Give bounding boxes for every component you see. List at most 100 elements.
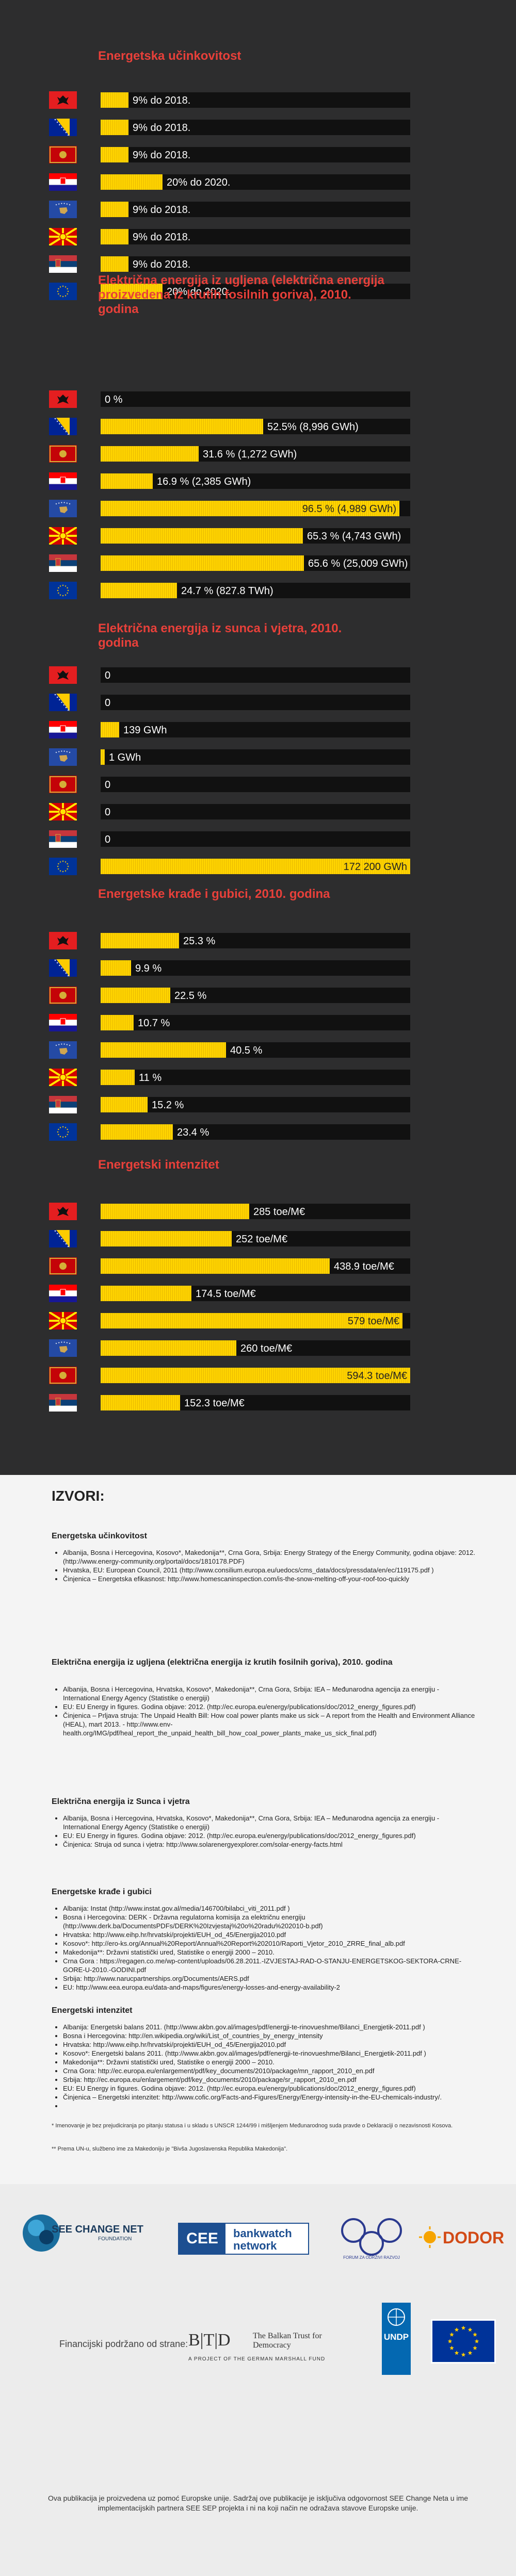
source-group-title: Električna energija iz Sunca i vjetra: [52, 1797, 190, 1806]
bar-fill: [101, 284, 163, 299]
source-list: Albanija, Bosna i Hercegovina, Hrvatska,…: [52, 1814, 476, 1849]
funded-by-label: Financijski podržano od strane:: [59, 2339, 188, 2349]
bar-track: 9% do 2018.: [101, 202, 410, 217]
croatia-flag-icon: [49, 1014, 77, 1031]
bar-track: 438.9 toe/M€: [101, 1258, 410, 1274]
source-item: Albanija: Instat (http://www.instat.gov.…: [63, 1904, 476, 1913]
undp-letters: UNDP: [383, 2332, 409, 2342]
bar-fill: [101, 1042, 226, 1058]
bar-fill: [101, 147, 128, 162]
kosovo-flag-icon: [49, 748, 77, 766]
macedonia-flag-icon: [48, 1311, 78, 1331]
section-title: Energetska učinkovitost: [98, 49, 241, 63]
eu-flag-icon: [49, 858, 77, 875]
kosovo-flag-icon: [49, 201, 77, 218]
bar-row: 40.5 %: [49, 1040, 421, 1060]
bar-track: 579 toe/M€: [101, 1313, 410, 1328]
serbia-flag-icon: [49, 1394, 77, 1412]
bar-row: 9% do 2018.: [49, 254, 421, 274]
un-emblem-icon: [388, 2308, 405, 2326]
serbia-flag-icon: [49, 830, 77, 848]
bar-track: 252 toe/M€: [101, 1231, 410, 1246]
bar-fill: [101, 1395, 180, 1410]
albania-flag-icon: [49, 666, 77, 684]
partner-logos: SEE CHANGE NET FOUNDATION CEE bankwatch …: [0, 2184, 516, 2576]
section-title: Električna energija iz sunca i vjetra, 2…: [98, 621, 342, 650]
source-item: Albanija, Bosna i Hercegovina, Hrvatska,…: [63, 1814, 476, 1831]
bar-fill: [101, 229, 128, 244]
bar-fill: [101, 1231, 232, 1246]
bar-label: 0: [105, 779, 111, 791]
bar-label: 579 toe/M€: [347, 1316, 399, 1327]
bar-track: 0: [101, 667, 410, 683]
bar-fill: [101, 92, 128, 108]
source-item: Crna Gora: http://ec.europa.eu/enlargeme…: [63, 2066, 476, 2075]
bar-track: 0: [101, 831, 410, 847]
bar-track: 96.5 % (4,989 GWh): [101, 501, 410, 516]
source-item: Bosna i Hercegovina: http://en.wikipedia…: [63, 2031, 476, 2040]
source-item: Srbija: http://ec.europa.eu/enlargement/…: [63, 2075, 476, 2084]
bar-track: 24.7 % (827.8 TWh): [101, 583, 410, 598]
bih-flag-icon: [49, 694, 77, 711]
bar-row: 65.6 % (25,009 GWh): [49, 553, 421, 573]
bar-track: 174.5 toe/M€: [101, 1286, 410, 1301]
bih-flag-icon: [49, 418, 77, 435]
albania-flag-icon: [49, 932, 77, 949]
bar-fill: [101, 1340, 236, 1356]
bar-row: 285 toe/M€: [49, 1202, 421, 1221]
bar-label: 9% do 2018.: [133, 122, 191, 134]
btd-name: The Balkan Trust for Democracy: [253, 2332, 322, 2350]
bar-track: 22.5 %: [101, 988, 410, 1003]
bar-label: 139 GWh: [123, 725, 167, 736]
source-item: Činjenica – Energetska efikasnost: http:…: [63, 1574, 476, 1583]
bar-track: 594.3 toe/M€: [101, 1368, 410, 1383]
source-group-title: Energetske krađe i gubici: [52, 1888, 152, 1896]
bar-row: 9% do 2018.: [49, 118, 421, 137]
section-title: Električna energija iz ugljena (električ…: [98, 273, 384, 316]
bar-label: 25.3 %: [183, 936, 216, 947]
bar-row: 579 toe/M€: [48, 1311, 421, 1331]
bankwatch-word: bankwatch: [233, 2227, 292, 2240]
bar-row: 0: [49, 829, 421, 849]
bar-label: 594.3 toe/M€: [347, 1370, 407, 1382]
bar-row: 174.5 toe/M€: [49, 1284, 421, 1303]
bar-row: 0: [49, 665, 421, 685]
cee-mark: CEE: [179, 2224, 225, 2254]
bar-row: 65.3 % (4,743 GWh): [48, 526, 421, 546]
bar-track: 65.6 % (25,009 GWh): [101, 555, 410, 571]
btd-sub: A PROJECT OF THE GERMAN MARSHALL FUND: [188, 2356, 326, 2362]
bar-row: 25.3 %: [49, 931, 421, 950]
croatia-flag-icon: [49, 721, 77, 739]
albania-flag-icon: [49, 91, 77, 109]
bar-row: 0 %: [49, 389, 421, 409]
bar-track: 9% do 2018.: [101, 92, 410, 108]
bar-track: 172 200 GWh: [101, 859, 410, 874]
albania-flag-icon: [49, 390, 77, 408]
source-item: Činjenica: Struja od sunca i vjetra: htt…: [63, 1840, 476, 1849]
bar-row: 9% do 2018.: [49, 90, 421, 110]
bar-fill: [101, 1015, 134, 1030]
bar-fill: [101, 749, 105, 765]
macedonia-note: ** Prema UN-u, službeno ime za Makedonij…: [52, 2146, 288, 2152]
bar-row: 11 %: [48, 1068, 421, 1087]
bar-label: 22.5 %: [174, 990, 207, 1002]
bar-fill: [101, 120, 128, 135]
bar-label: 52.5% (8,996 GWh): [267, 421, 359, 433]
bar-fill: [101, 859, 410, 874]
source-item: Činjenica – Energetski intenzitet: http:…: [63, 2093, 476, 2102]
eu-flag-icon: [49, 283, 77, 300]
bar-label: 252 toe/M€: [236, 1234, 288, 1245]
bar-label: 9% do 2018.: [133, 232, 191, 243]
bar-row: 22.5 %: [49, 986, 421, 1005]
forum-logo: FORUM ZA ODRŽIVI RAZVOJ: [338, 2215, 405, 2261]
bar-track: 1 GWh: [101, 749, 410, 765]
cee-bankwatch-logo: CEE bankwatch network: [178, 2223, 309, 2255]
kosovo-flag-icon: [49, 1041, 77, 1059]
bar-track: 0: [101, 804, 410, 819]
bar-label: 24.7 % (827.8 TWh): [181, 585, 273, 597]
bar-track: 9% do 2018.: [101, 256, 410, 272]
bar-label: 65.3 % (4,743 GWh): [307, 531, 401, 542]
bar-fill: [101, 501, 399, 516]
bar-track: 0 %: [101, 391, 410, 407]
montenegro-flag-icon: [49, 146, 77, 163]
